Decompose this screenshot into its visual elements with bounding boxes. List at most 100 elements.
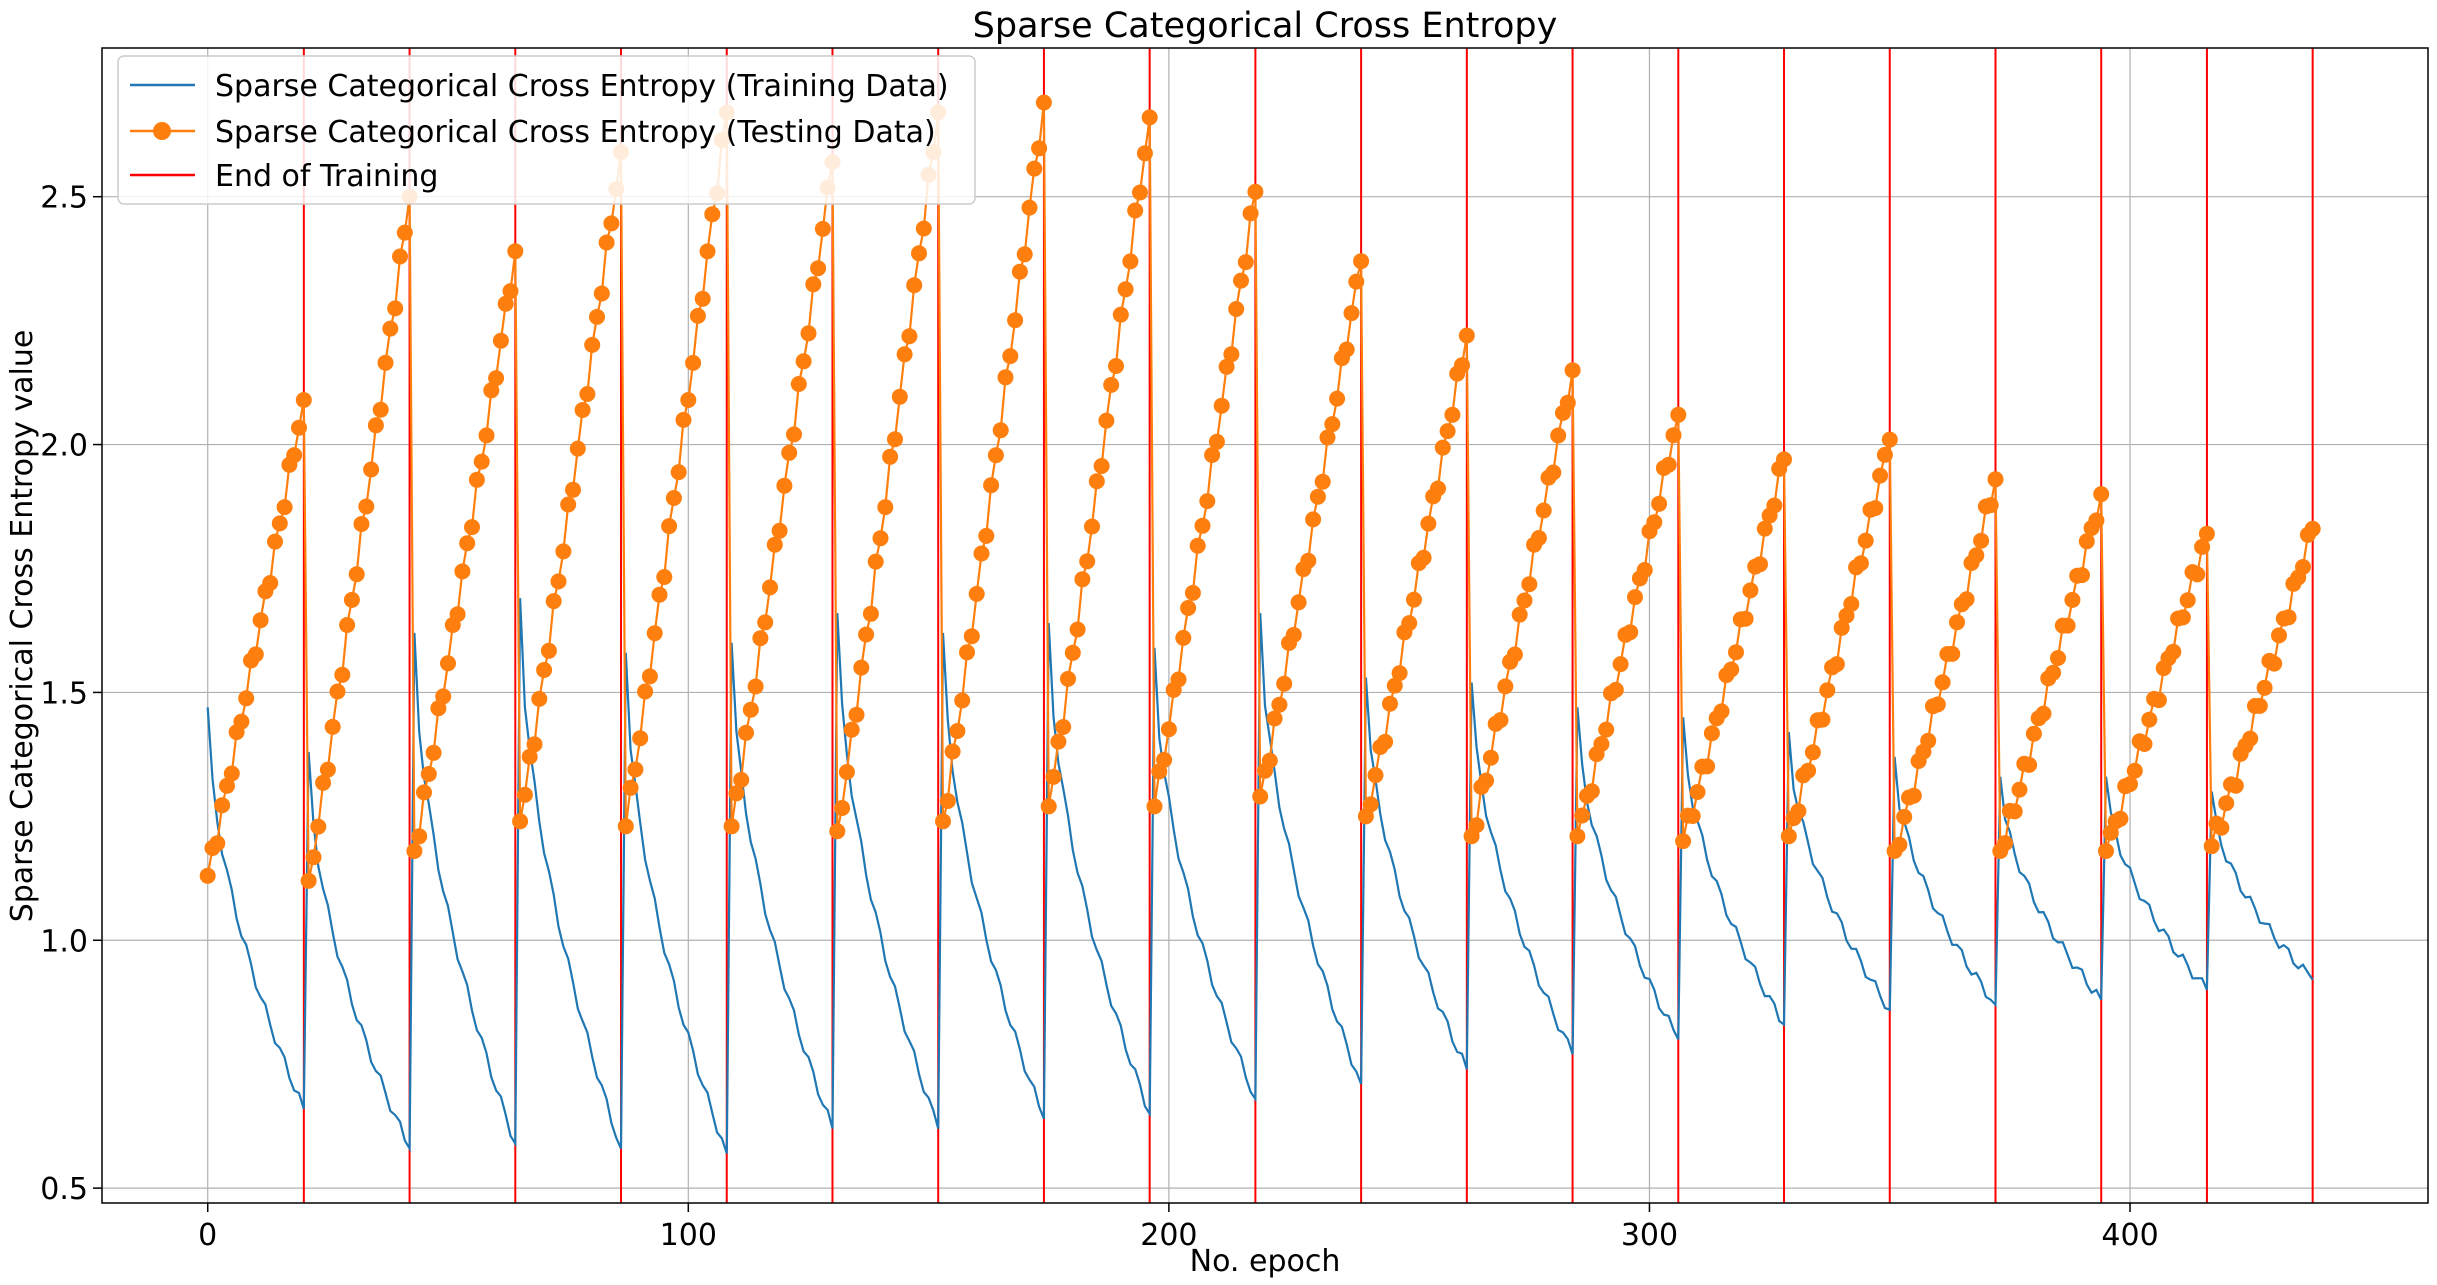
testing-point (1401, 615, 1418, 632)
testing-point (1242, 205, 1259, 222)
testing-point (1434, 439, 1451, 456)
testing-point (392, 248, 408, 265)
testing-point (1569, 828, 1586, 845)
testing-point (1343, 305, 1360, 322)
testing-point (795, 353, 812, 370)
testing-point (1367, 767, 1384, 784)
testing-point (723, 818, 740, 835)
plot-frame (101, 47, 2429, 1204)
testing-point (790, 376, 807, 392)
testing-point (387, 300, 404, 317)
testing-point (2251, 697, 2268, 714)
testing-point (1458, 327, 1475, 344)
testing-point (1905, 787, 1922, 804)
testing-point (1040, 798, 1057, 815)
testing-point (733, 771, 750, 788)
testing-point (2045, 664, 2062, 681)
testing-point (1093, 458, 1110, 474)
legend-swatch-testing-marker (153, 122, 171, 140)
testing-point (1319, 429, 1336, 446)
testing-point (1050, 733, 1067, 750)
testing-point (1737, 610, 1754, 627)
y-axis-label: Sparse Categorical Cross Entropy value (5, 330, 40, 923)
testing-point (1545, 464, 1562, 481)
testing-point (1506, 646, 1523, 663)
testing-point (1084, 518, 1100, 535)
testing-point (661, 518, 678, 535)
testing-point (1973, 532, 1990, 549)
testing-point (2059, 617, 2076, 634)
testing-point (1454, 357, 1470, 374)
testing-point (1723, 661, 1740, 678)
testing-point (1987, 471, 2004, 488)
testing-point (1949, 614, 1965, 631)
testing-point (1713, 703, 1730, 720)
testing-point (252, 612, 269, 629)
testing-point (1804, 744, 1821, 761)
testing-point (247, 646, 264, 663)
testing-point (1007, 312, 1024, 329)
testing-point (353, 516, 370, 532)
testing-point (468, 471, 485, 488)
testing-point (1261, 752, 1278, 769)
testing-point (1920, 732, 1937, 749)
testing-point (223, 765, 240, 782)
testing-point (997, 369, 1014, 386)
testing-point (694, 290, 711, 307)
testing-point (1876, 446, 1893, 463)
testing-point (1598, 721, 1615, 738)
testing-point (483, 382, 500, 399)
testing-point (1160, 721, 1177, 738)
testing-point (1622, 624, 1639, 641)
testing-point (1535, 502, 1552, 519)
testing-point (2213, 819, 2230, 836)
testing-point (1814, 711, 1831, 728)
testing-point (1305, 511, 1322, 528)
testing-point (2011, 781, 2028, 798)
testing-point (1929, 696, 1946, 713)
testing-point (978, 527, 995, 544)
testing-point (1430, 480, 1446, 497)
testing-point (2112, 810, 2129, 827)
testing-point (1382, 695, 1398, 712)
testing-point (1607, 681, 1624, 698)
testing-point (786, 426, 802, 443)
testing-point (675, 411, 692, 428)
testing-point (1180, 600, 1197, 616)
testing-point (963, 628, 980, 645)
testing-point (1276, 675, 1293, 692)
testing-point (531, 690, 548, 707)
testing-point (670, 464, 687, 481)
x-tick-label: 200 (1140, 1218, 1197, 1253)
testing-point (1035, 94, 1052, 111)
testing-point (1324, 416, 1341, 433)
testing-point (1651, 495, 1668, 512)
testing-point (2141, 711, 2158, 728)
testing-point (1660, 456, 1677, 473)
testing-point (363, 461, 380, 478)
testing-point (627, 761, 644, 778)
testing-point (540, 642, 557, 659)
testing-point (1170, 671, 1187, 688)
testing-point (536, 662, 553, 678)
testing-point (1064, 644, 1081, 661)
legend-label-testing: Sparse Categorical Cross Entropy (Testin… (215, 115, 936, 150)
series-line-training (206, 598, 2314, 1154)
testing-point (968, 585, 985, 602)
testing-point (1112, 306, 1129, 323)
testing-point (2064, 591, 2081, 608)
testing-point (372, 401, 389, 418)
x-tick-label: 100 (660, 1218, 717, 1253)
testing-point (1223, 346, 1240, 363)
testing-point (1646, 514, 1663, 531)
testing-point (589, 308, 605, 325)
testing-point (1353, 253, 1370, 270)
testing-point (502, 283, 519, 300)
testing-point (1016, 246, 1033, 263)
testing-point (1213, 397, 1230, 414)
testing-point (622, 779, 639, 796)
y-tick-label: 1.5 (40, 676, 88, 711)
testing-point (1420, 515, 1437, 532)
testing-point (906, 277, 923, 294)
